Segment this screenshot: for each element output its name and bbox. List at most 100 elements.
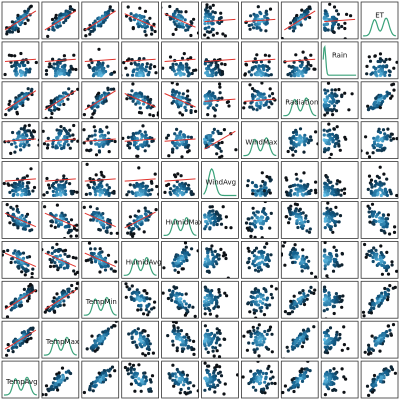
- hexbin-cell: [18, 180, 22, 184]
- hexbin-cell: [65, 224, 69, 228]
- hexbin-cell: [382, 182, 386, 186]
- hexbin-cell: [291, 252, 295, 256]
- hexbin-cell: [209, 247, 213, 251]
- hexbin-cell: [203, 361, 207, 365]
- hexbin-cell: [9, 302, 13, 306]
- hexbin-cell: [223, 253, 228, 257]
- hexbin-cell: [213, 390, 217, 394]
- hexbin-cell: [62, 20, 66, 25]
- hexbin-cell: [82, 205, 86, 209]
- hexbin-cell: [213, 368, 217, 372]
- hexbin-cell: [335, 182, 339, 186]
- hexbin-cell: [208, 205, 212, 209]
- hexbin-cell: [391, 323, 396, 327]
- loess-smooth-line: [84, 212, 116, 228]
- panel-WindAvg-vs-Radiation: [280, 161, 319, 199]
- hexbin-cell: [49, 109, 53, 113]
- hexbin-cell: [102, 257, 106, 261]
- hexbin-cell: [282, 357, 286, 359]
- hexbin-cell: [306, 293, 310, 297]
- hexbin-cell: [50, 111, 54, 116]
- hexbin-cell: [336, 23, 341, 27]
- hexbin-cell: [41, 393, 44, 397]
- hexbin-cell: [166, 296, 170, 301]
- hexbin-cell: [179, 329, 183, 333]
- hexbin-cell: [5, 315, 10, 319]
- hexbin-cell: [270, 381, 274, 385]
- hexbin-cell: [156, 113, 159, 117]
- density-curve-WindAvg: [203, 167, 237, 197]
- hexbin-cell: [52, 66, 56, 70]
- hexbin-cell: [259, 268, 263, 272]
- density-curve-Rain: [322, 44, 357, 76]
- hexbin-cell: [136, 193, 140, 197]
- hexbin-cell: [254, 60, 258, 64]
- hexbin-cell: [213, 11, 217, 15]
- hexbin-cell: [178, 111, 182, 115]
- hexbin-cell: [293, 192, 297, 196]
- panel-Radiation-vs-WindMax: [240, 81, 279, 120]
- hexbin-cell: [368, 302, 372, 306]
- hexbin-cell: [289, 65, 293, 69]
- hexbin-cell: [289, 306, 293, 310]
- hexbin-cell: [374, 343, 378, 347]
- hexbin-cell: [217, 257, 221, 261]
- hexbin-cell: [30, 288, 35, 292]
- hexbin-cell: [210, 244, 214, 248]
- hexbin-cell: [256, 219, 260, 223]
- hexbin-cell: [88, 205, 93, 209]
- hexbin-cell: [138, 106, 142, 110]
- hexbin-cell: [103, 264, 107, 268]
- hexbin-cell: [267, 60, 271, 64]
- hexbin-cell: [133, 371, 137, 375]
- hexbin-cell: [214, 212, 219, 216]
- hexbin-cell: [222, 128, 226, 132]
- hexbin-cell: [374, 72, 378, 76]
- hexbin-cell: [139, 389, 143, 393]
- loess-smooth-line: [84, 10, 116, 31]
- hexbin-cell: [383, 73, 387, 77]
- hexbin-cell: [75, 281, 79, 286]
- hexbin-cell: [253, 264, 257, 268]
- hexbin-cell: [167, 154, 171, 158]
- hexbin-cell: [254, 309, 258, 313]
- hexbin-cell: [305, 329, 309, 333]
- hexbin-cell: [266, 253, 270, 257]
- hexbin-cell: [167, 288, 172, 292]
- hexbin-cell: [44, 393, 48, 397]
- hexbin-cell: [49, 224, 53, 228]
- hexbin-cell: [110, 365, 115, 369]
- hexbin-cell: [56, 224, 61, 228]
- hexbin-cell: [212, 383, 216, 387]
- hexbin-cell: [372, 211, 376, 216]
- hexbin-cell: [203, 263, 207, 267]
- hexbin-cell: [135, 137, 139, 141]
- hexbin-cell: [189, 110, 193, 115]
- hexbin-cell: [196, 389, 199, 393]
- hexbin-cell: [145, 62, 149, 66]
- hexbin-cell: [265, 257, 269, 261]
- hexbin-cell: [173, 141, 177, 145]
- hexbin-cell: [369, 189, 373, 193]
- hexbin-cell: [153, 172, 157, 176]
- loess-smooth-line: [124, 58, 156, 62]
- hexbin-cell: [220, 96, 224, 100]
- hexbin-cell: [208, 103, 212, 108]
- hexbin-cell: [292, 306, 296, 310]
- hexbin-cell: [15, 345, 19, 349]
- loess-smooth-line: [244, 98, 276, 102]
- hexbin-cell: [386, 213, 390, 217]
- hexbin-cell: [204, 8, 208, 12]
- panel-WindMax-vs-Radiation: [280, 121, 319, 159]
- hexbin-cell: [293, 74, 297, 78]
- hexbin-cell: [297, 214, 302, 218]
- hexbin-cell: [180, 293, 184, 297]
- hexbin-cell: [82, 141, 86, 145]
- hexbin-cell: [329, 207, 333, 211]
- hexbin-cell: [213, 108, 217, 112]
- hexbin-cell: [15, 60, 19, 65]
- hexbin-cell: [322, 128, 326, 132]
- hexbin-cell: [121, 362, 122, 364]
- hexbin-cell: [281, 390, 285, 395]
- hexbin-cell: [87, 241, 92, 245]
